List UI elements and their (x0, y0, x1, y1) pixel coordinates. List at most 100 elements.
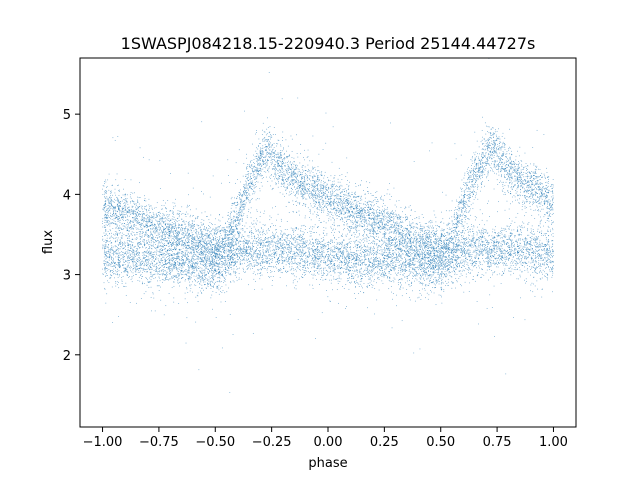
data-point (289, 241, 290, 243)
data-point (207, 250, 209, 252)
data-point (439, 268, 441, 270)
data-point (265, 245, 267, 247)
data-point (364, 237, 366, 239)
data-point (456, 280, 458, 281)
data-point (402, 246, 404, 248)
data-point (429, 256, 431, 258)
data-point (357, 263, 359, 265)
data-point (287, 254, 289, 256)
data-point (208, 251, 210, 252)
data-point (130, 220, 131, 222)
data-point (320, 257, 322, 259)
data-point (491, 270, 493, 271)
data-point (190, 214, 191, 216)
data-point (169, 262, 171, 263)
data-point (408, 250, 410, 252)
data-point (170, 224, 172, 225)
data-point (111, 242, 113, 244)
data-point (319, 255, 321, 257)
data-point (343, 208, 345, 209)
data-point (347, 254, 349, 256)
data-point (294, 256, 296, 258)
data-point (291, 170, 292, 172)
data-point (181, 228, 183, 230)
data-point (453, 232, 455, 234)
data-point (239, 198, 241, 199)
data-point (168, 267, 170, 269)
data-point (239, 208, 240, 210)
data-point (277, 173, 279, 174)
data-point (398, 265, 400, 266)
data-point (486, 161, 488, 163)
data-point (176, 232, 177, 233)
data-point (169, 259, 171, 261)
data-point (415, 237, 417, 239)
data-point (340, 205, 341, 207)
data-point (445, 265, 447, 267)
data-point (229, 224, 230, 225)
data-point (111, 261, 112, 263)
data-point (183, 265, 185, 266)
data-point (382, 222, 383, 224)
data-point (223, 262, 225, 264)
data-point (212, 255, 214, 256)
data-point (124, 202, 126, 204)
data-point (296, 245, 298, 247)
data-point (341, 260, 343, 262)
data-point (260, 227, 262, 228)
data-point (392, 214, 393, 215)
data-point (235, 226, 237, 228)
data-point (490, 239, 492, 240)
data-point (148, 266, 150, 268)
data-point (289, 174, 291, 176)
data-point (448, 271, 450, 272)
data-point (386, 243, 388, 244)
data-point (524, 207, 526, 209)
data-point (364, 259, 366, 261)
data-point (278, 182, 279, 184)
data-point (535, 255, 536, 256)
data-point (343, 200, 344, 202)
data-point (312, 262, 314, 264)
data-point (333, 188, 335, 190)
data-point (124, 245, 126, 247)
data-point (494, 164, 495, 165)
data-point (249, 252, 250, 254)
data-point (315, 256, 316, 258)
data-point (181, 238, 182, 239)
data-point (261, 228, 262, 229)
data-point (217, 245, 219, 247)
data-point (261, 232, 263, 234)
data-point (204, 271, 206, 273)
data-point (374, 227, 375, 229)
data-point (438, 283, 440, 285)
data-point (331, 227, 332, 229)
data-point (239, 215, 241, 217)
data-point (404, 256, 405, 258)
data-point (289, 166, 290, 168)
data-point (476, 252, 478, 254)
data-point (520, 250, 521, 251)
data-point (465, 257, 467, 259)
data-point (415, 223, 417, 225)
data-point (275, 252, 276, 254)
data-point (286, 241, 288, 243)
data-point (404, 242, 406, 244)
data-point (547, 186, 548, 188)
data-point (162, 200, 164, 202)
data-point (317, 247, 318, 248)
data-point (157, 222, 158, 224)
data-point (110, 201, 112, 203)
data-point (137, 244, 139, 246)
data-point (520, 243, 521, 244)
data-point (467, 181, 469, 183)
data-point (156, 217, 158, 218)
data-point (405, 266, 407, 267)
data-point (173, 268, 175, 269)
data-point (297, 192, 299, 194)
data-point (410, 232, 412, 233)
data-point (436, 255, 437, 256)
data-point (492, 133, 494, 135)
data-point (261, 274, 263, 276)
data-point (223, 227, 224, 229)
